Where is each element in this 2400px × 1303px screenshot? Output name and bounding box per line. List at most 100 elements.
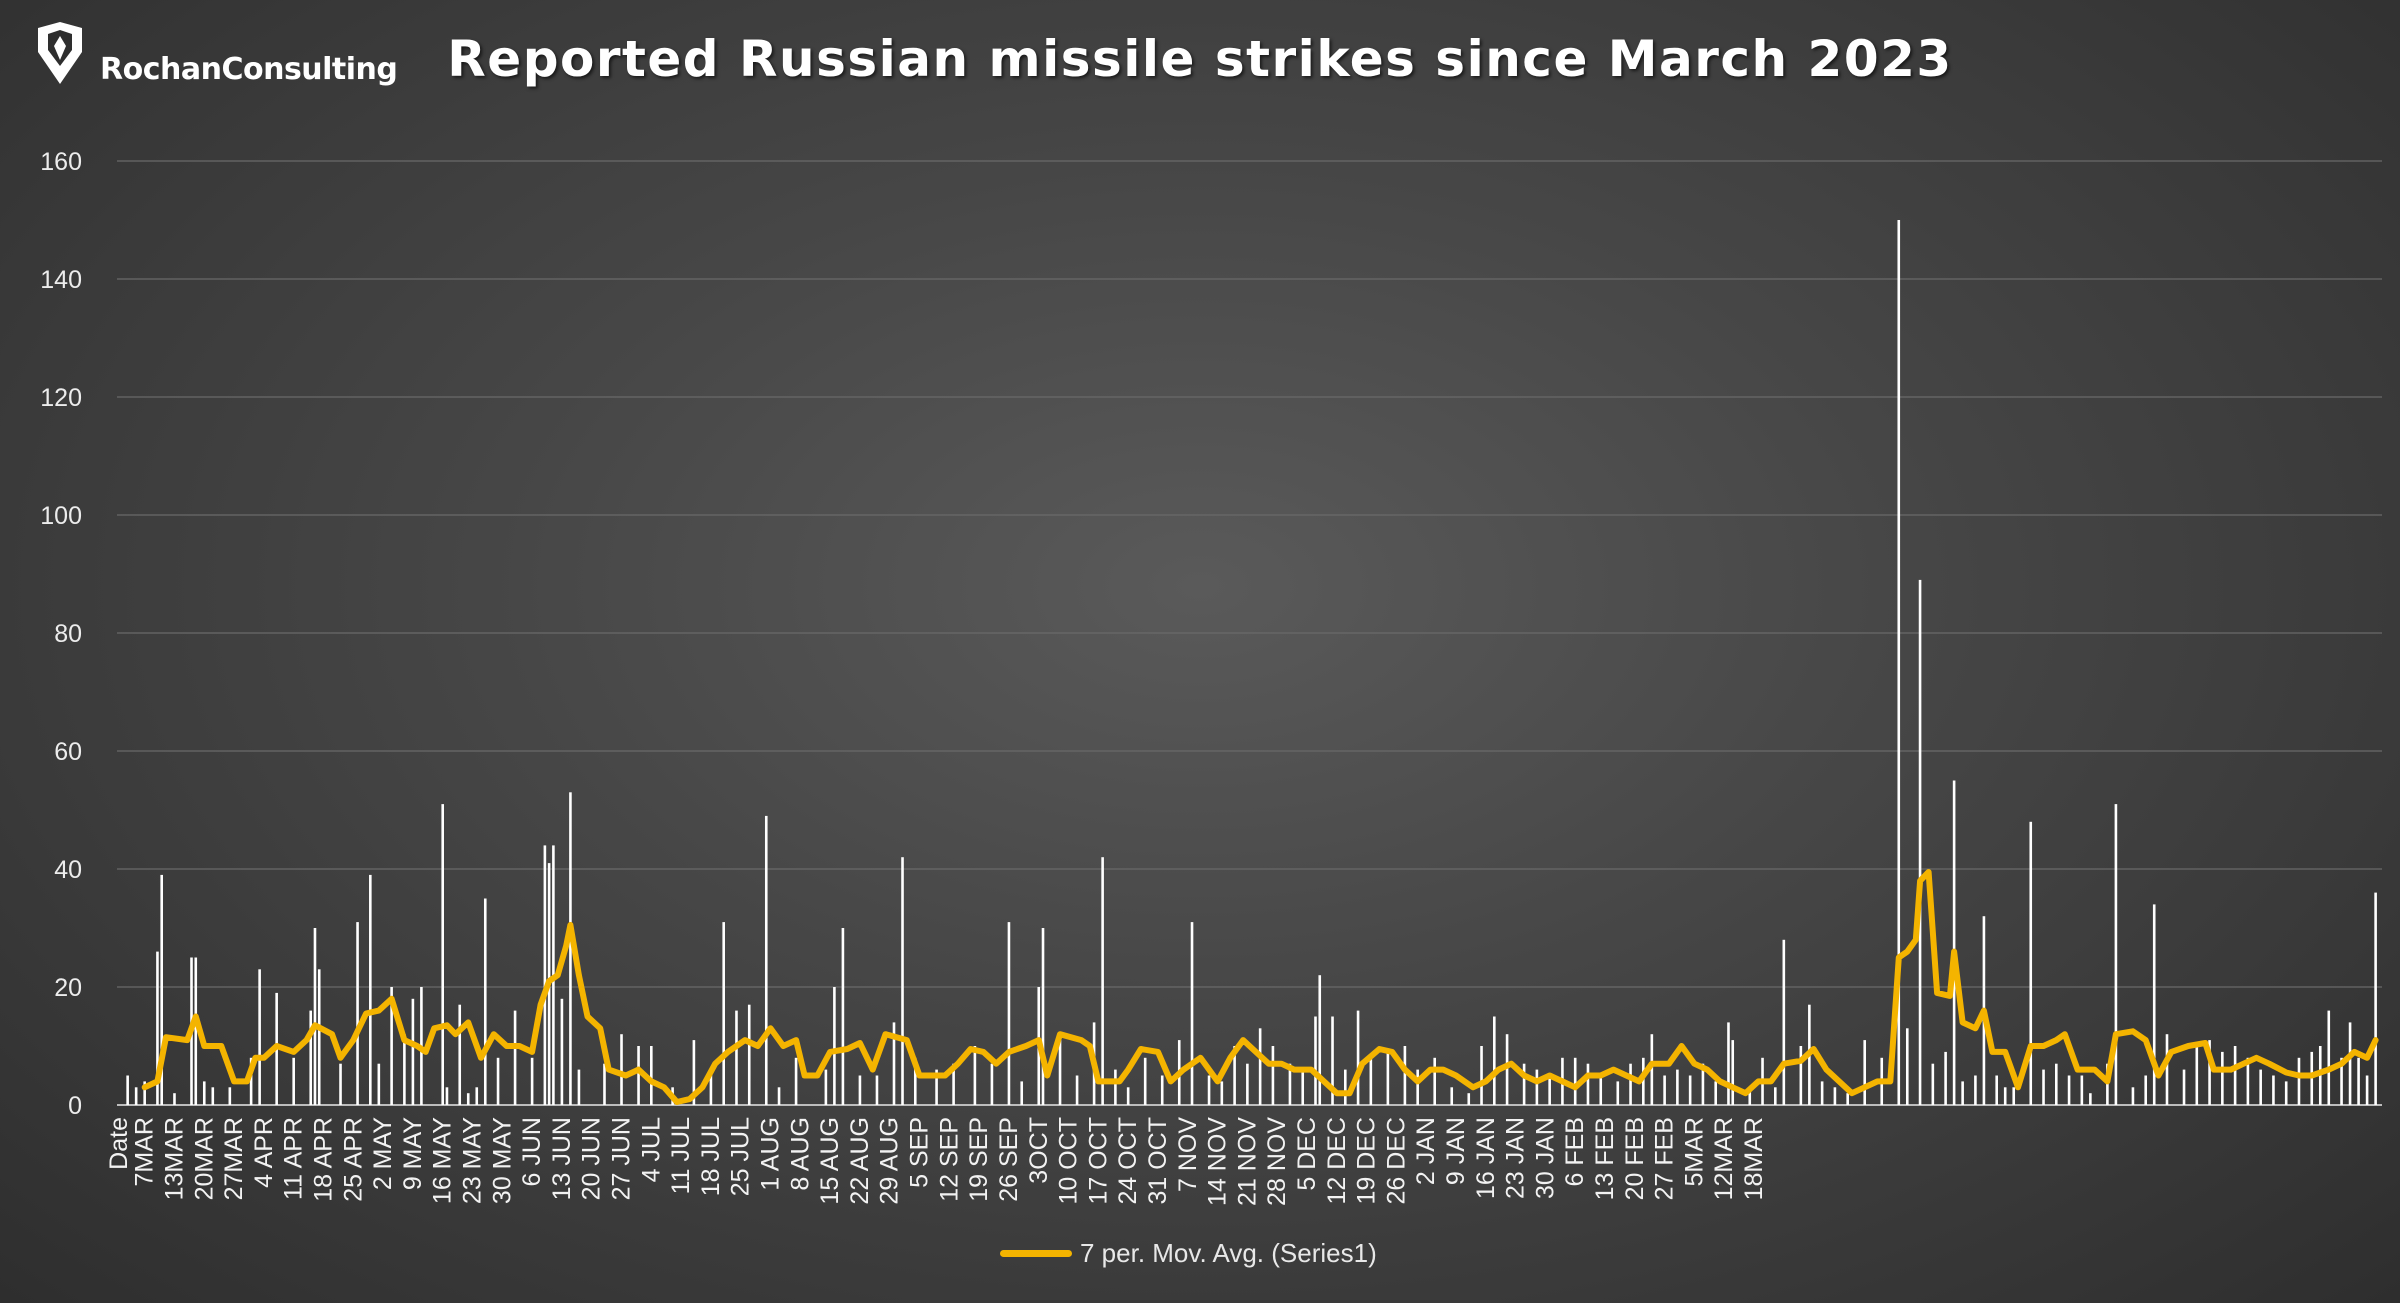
- strike-bar: [483, 898, 487, 1105]
- x-tick-label: 18 APR: [309, 1117, 337, 1202]
- chart-title: Reported Russian missile strikes since M…: [447, 30, 1953, 88]
- strike-bar: [650, 1046, 653, 1105]
- strike-bar: [2340, 1057, 2343, 1105]
- strike-bar: [1160, 1075, 1164, 1105]
- y-tick-label: 20: [54, 974, 82, 1002]
- strike-bar: [892, 1022, 896, 1105]
- strike-bar: [2144, 1075, 2148, 1105]
- strike-bar: [833, 987, 836, 1105]
- strike-bar: [356, 922, 359, 1105]
- x-tick-label: 2 JAN: [1412, 1117, 1440, 1185]
- strike-bar: [1701, 1063, 1705, 1105]
- strike-bar: [496, 1057, 500, 1105]
- strike-bar: [309, 1010, 313, 1105]
- x-tick-label: 17 OCT: [1084, 1117, 1112, 1205]
- y-tick-label: 80: [54, 620, 82, 648]
- strike-bar: [824, 1069, 828, 1105]
- strike-bar: [1774, 1087, 1777, 1105]
- x-tick-label: 6 JUN: [518, 1117, 546, 1186]
- strike-bar: [875, 1075, 879, 1105]
- x-tick-label: 27MAR: [220, 1117, 248, 1200]
- strike-bar: [569, 792, 572, 1105]
- strike-bar: [1974, 1075, 1977, 1105]
- strike-bar: [1126, 1087, 1130, 1105]
- strike-bar: [2357, 1057, 2360, 1105]
- strike-bar: [973, 1046, 977, 1105]
- strike-bar: [1505, 1034, 1509, 1105]
- x-tick-label: 18 JUL: [697, 1117, 725, 1196]
- x-tick-label: 20 JUN: [578, 1117, 606, 1200]
- x-tick-label: 16 MAY: [429, 1117, 457, 1204]
- strike-bar: [2365, 1075, 2369, 1105]
- x-tick-label: 23 MAY: [459, 1117, 487, 1204]
- strike-bar: [1416, 1069, 1419, 1105]
- strike-bar: [466, 1093, 470, 1105]
- legend-label-moving-average: 7 per. Mov. Avg. (Series1): [1080, 1237, 1377, 1268]
- y-tick-label: 160: [40, 148, 82, 176]
- strike-bar: [1846, 1093, 1849, 1105]
- strike-bar: [692, 1040, 696, 1105]
- strike-bar: [722, 922, 725, 1105]
- strike-bar: [2195, 1046, 2199, 1105]
- strike-bar: [194, 957, 198, 1105]
- strike-bar: [1467, 1093, 1471, 1105]
- x-tick-label: 7MAR: [131, 1117, 159, 1186]
- strike-bar: [2114, 804, 2118, 1105]
- strike-bar: [1207, 1075, 1211, 1105]
- x-tick-label: 12 DEC: [1323, 1117, 1351, 1205]
- x-tick-label: 21 NOV: [1233, 1117, 1261, 1206]
- strike-bar: [1676, 1069, 1679, 1105]
- x-tick-label: 25 JUL: [727, 1117, 755, 1196]
- strike-bar: [258, 969, 261, 1105]
- strike-bar: [1356, 1010, 1360, 1105]
- strike-bar: [1075, 1075, 1079, 1105]
- x-tick-label: 27 JUN: [608, 1117, 636, 1200]
- strike-bar: [134, 1087, 138, 1105]
- strike-bar: [2221, 1051, 2224, 1105]
- strike-bar: [1343, 1069, 1347, 1105]
- strike-bar: [156, 951, 159, 1105]
- strike-bar: [458, 1004, 462, 1105]
- strike-bar: [1650, 1034, 1654, 1105]
- x-tick-label: 24 OCT: [1114, 1117, 1142, 1205]
- strike-bar: [2259, 1069, 2262, 1105]
- strike-bar: [1220, 1081, 1224, 1105]
- strike-bar: [126, 1075, 129, 1105]
- shield-emblem-icon: [38, 22, 82, 84]
- x-tick-label: 6 FEB: [1561, 1117, 1589, 1186]
- strike-bar: [777, 1087, 781, 1105]
- strike-bar: [747, 1004, 751, 1105]
- x-axis-first-label: Date: [105, 1117, 133, 1170]
- strike-bar: [1450, 1087, 1454, 1105]
- strike-bar: [1020, 1081, 1024, 1105]
- strike-bar: [445, 1087, 449, 1105]
- legend-swatch-moving-average: [1000, 1249, 1072, 1257]
- strike-bar: [249, 1057, 253, 1105]
- strike-bar: [1480, 1046, 1483, 1105]
- strike-bar: [1573, 1057, 1577, 1105]
- strike-bar: [1058, 1040, 1062, 1105]
- x-tick-label: 19 SEP: [965, 1117, 993, 1202]
- y-tick-label: 40: [54, 856, 82, 884]
- x-tick-label: 20MAR: [190, 1117, 218, 1200]
- strike-bar: [1386, 1051, 1390, 1105]
- strike-bar: [441, 804, 445, 1105]
- y-tick-label: 0: [68, 1092, 82, 1120]
- strike-bar: [952, 1063, 955, 1105]
- strike-bar: [1331, 1016, 1334, 1105]
- strike-bar: [1714, 1081, 1717, 1105]
- y-axis-ticks: 0 20 40 60 80 100 120 140 160: [40, 148, 82, 1120]
- strike-bar: [1114, 1069, 1117, 1105]
- strike-bar: [1258, 1028, 1262, 1105]
- x-tick-label: 5 SEP: [906, 1117, 934, 1188]
- strike-bar: [2003, 1087, 2007, 1105]
- strike-bar: [513, 1010, 517, 1105]
- strike-bar: [935, 1069, 938, 1105]
- strike-bar: [211, 1087, 215, 1105]
- strike-bar: [1190, 922, 1194, 1105]
- x-tick-label: 5MAR: [1680, 1117, 1708, 1186]
- x-tick-label: 18MAR: [1740, 1117, 1768, 1200]
- strike-bar: [2067, 1075, 2071, 1105]
- x-tick-label: 23 JAN: [1502, 1117, 1530, 1199]
